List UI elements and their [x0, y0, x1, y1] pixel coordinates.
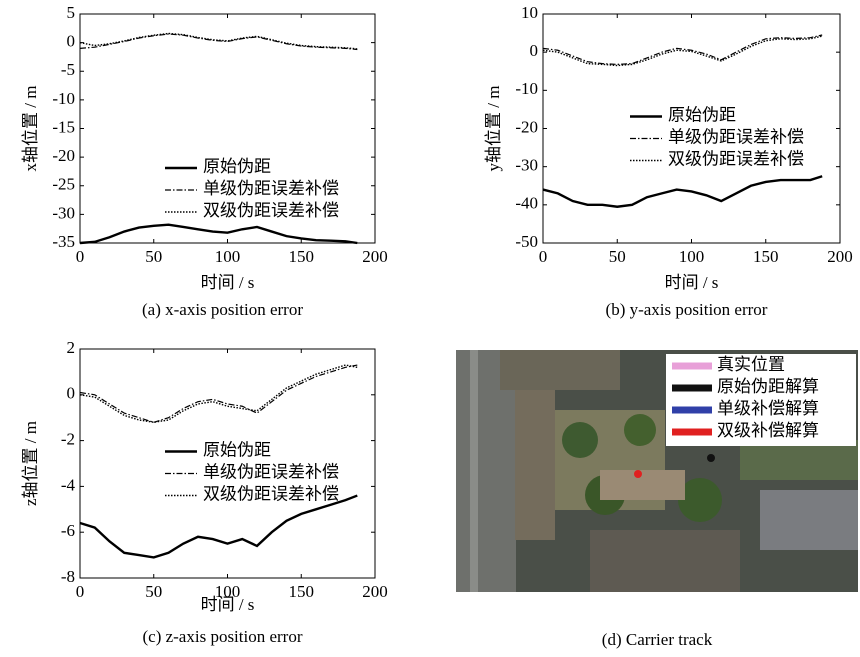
x-axis-label: 时间 / s	[201, 595, 255, 614]
x-tick-label: 200	[362, 247, 388, 266]
y-tick-label: 10	[521, 3, 538, 22]
caption: (c) z-axis position error	[142, 627, 302, 646]
series-line	[79, 364, 358, 423]
x-tick-label: 100	[215, 247, 241, 266]
y-tick-label: -8	[61, 567, 75, 586]
legend-label: 原始伪距	[668, 105, 736, 124]
building	[760, 490, 858, 550]
trees	[740, 440, 858, 480]
y-tick-label: -25	[52, 175, 75, 194]
series-line	[79, 494, 358, 559]
y-axis-label: z轴位置 / m	[21, 421, 40, 506]
legend-label: 双级伪距误差补偿	[203, 484, 339, 503]
x-tick-label: 150	[289, 582, 315, 601]
y-axis-label: y轴位置 / m	[484, 86, 503, 172]
legend-label: 双级补偿解算	[717, 421, 819, 440]
x-tick-label: 0	[539, 247, 548, 266]
y-tick-label: 2	[67, 338, 76, 357]
y-tick-label: 5	[67, 3, 76, 22]
y-tick-label: -2	[61, 430, 75, 449]
plot-frame	[79, 13, 376, 244]
track-point	[707, 454, 715, 462]
series-line	[79, 364, 358, 423]
plot-frame	[79, 348, 376, 579]
legend-label: 单级伪距误差补偿	[203, 179, 339, 198]
x-tick-label: 150	[289, 247, 315, 266]
series-line	[79, 223, 358, 245]
legend-label: 原始伪距	[203, 440, 271, 459]
x-tick-label: 200	[362, 582, 388, 601]
y-tick-label: -10	[515, 79, 538, 98]
y-tick-label: 0	[67, 384, 76, 403]
y-tick-label: -15	[52, 117, 75, 136]
x-tick-label: 0	[76, 247, 85, 266]
x-tick-label: 50	[145, 247, 162, 266]
y-tick-label: -20	[515, 117, 538, 136]
series-line	[542, 34, 823, 65]
x-tick-label: 100	[215, 582, 241, 601]
legend-label: 单级伪距误差补偿	[203, 462, 339, 481]
legend-label: 原始伪距	[203, 157, 271, 176]
y-tick-label: -4	[61, 475, 76, 494]
building	[590, 530, 740, 592]
legend-label: 单级补偿解算	[717, 399, 819, 418]
legend-label: 原始伪距解算	[717, 377, 819, 396]
building	[515, 390, 555, 540]
y-tick-label: -10	[52, 89, 75, 108]
y-tick-label: -5	[61, 60, 75, 79]
trees	[624, 414, 656, 446]
track-point	[634, 470, 642, 478]
caption: (d) Carrier track	[602, 630, 713, 649]
plot-frame	[542, 13, 841, 244]
caption: (b) y-axis position error	[606, 300, 768, 319]
y-tick-label: -35	[52, 232, 75, 251]
y-tick-label: 0	[530, 41, 539, 60]
legend-label: 双级伪距误差补偿	[668, 149, 804, 168]
legend-label: 单级伪距误差补偿	[668, 127, 804, 146]
y-tick-label: -20	[52, 146, 75, 165]
plaza	[600, 470, 685, 500]
y-tick-label: -30	[52, 203, 75, 222]
y-tick-label: -6	[61, 521, 75, 540]
series-line	[542, 35, 823, 67]
road	[456, 350, 516, 592]
y-axis-label: x轴位置 / m	[21, 86, 40, 172]
trees	[562, 422, 598, 458]
legend-label: 双级伪距误差补偿	[203, 201, 339, 220]
y-tick-label: -30	[515, 156, 538, 175]
series-line	[79, 32, 358, 50]
building	[500, 350, 620, 390]
y-tick-label: -50	[515, 232, 538, 251]
caption: (a) x-axis position error	[142, 300, 303, 319]
x-tick-label: 50	[145, 582, 162, 601]
x-tick-label: 50	[609, 247, 626, 266]
series-line	[542, 175, 823, 208]
map-image	[456, 350, 858, 592]
x-axis-label: 时间 / s	[665, 273, 719, 292]
road-lane	[470, 350, 478, 592]
legend-label: 真实位置	[717, 355, 785, 374]
y-tick-label: -40	[515, 194, 538, 213]
x-tick-label: 100	[679, 247, 705, 266]
x-tick-label: 200	[827, 247, 853, 266]
x-axis-label: 时间 / s	[201, 273, 255, 292]
x-tick-label: 0	[76, 582, 85, 601]
x-tick-label: 150	[753, 247, 779, 266]
trees	[678, 478, 722, 522]
y-tick-label: 0	[67, 32, 76, 51]
